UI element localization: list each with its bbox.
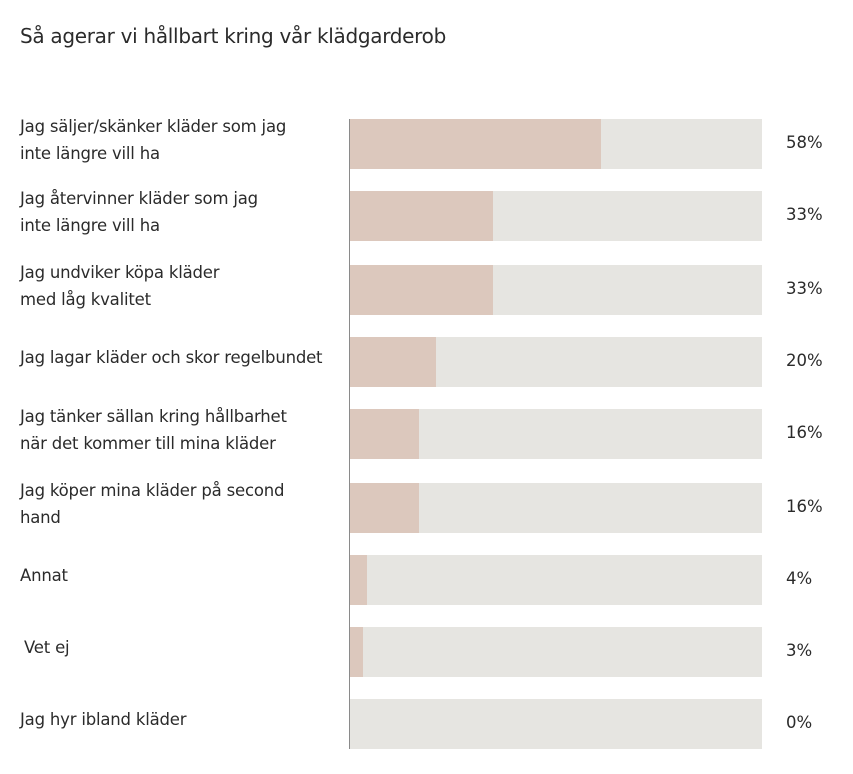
data-label: 16% bbox=[786, 423, 823, 442]
data-label: 20% bbox=[786, 351, 823, 370]
bar-row: Jag köper mina kläder på second hand 16% bbox=[0, 481, 853, 533]
bar-track bbox=[350, 265, 762, 315]
bar bbox=[350, 119, 601, 169]
bar-row: Annat 4% bbox=[0, 555, 853, 605]
bar-track bbox=[350, 483, 762, 533]
category-label: Jag köper mina kläder på second hand bbox=[20, 481, 285, 527]
bar-track bbox=[350, 119, 762, 169]
bar-track bbox=[350, 409, 762, 459]
data-label: 16% bbox=[786, 497, 823, 516]
bar-track bbox=[350, 555, 762, 605]
chart-title: Så agerar vi hållbart kring vår klädgard… bbox=[20, 24, 446, 48]
category-label: Jag undviker köpa kläder med låg kvalite… bbox=[20, 263, 220, 309]
bar-track bbox=[350, 699, 762, 749]
data-label: 0% bbox=[786, 713, 813, 732]
bar-row: Jag säljer/skänker kläder som jag inte l… bbox=[0, 117, 853, 169]
bar-row: Jag återvinner kläder som jag inte längr… bbox=[0, 189, 853, 241]
category-label: Jag återvinner kläder som jag inte längr… bbox=[20, 189, 258, 235]
bar bbox=[350, 627, 363, 677]
bar-row: Jag hyr ibland kläder 0% bbox=[0, 699, 853, 749]
bar bbox=[350, 191, 493, 241]
data-label: 33% bbox=[786, 205, 823, 224]
data-label: 4% bbox=[786, 569, 813, 588]
category-label: Jag hyr ibland kläder bbox=[20, 710, 187, 729]
bar-track bbox=[350, 337, 762, 387]
data-label: 33% bbox=[786, 279, 823, 298]
data-label: 58% bbox=[786, 133, 823, 152]
bar bbox=[350, 483, 420, 533]
category-label: Jag lagar kläder och skor regelbundet bbox=[20, 348, 323, 367]
bar-row: Vet ej 3% bbox=[0, 627, 853, 677]
bar bbox=[350, 555, 368, 605]
bar bbox=[350, 265, 493, 315]
category-label: Jag tänker sällan kring hållbarhet när d… bbox=[20, 407, 287, 453]
category-label: Jag säljer/skänker kläder som jag inte l… bbox=[20, 117, 287, 163]
bar-track bbox=[350, 191, 762, 241]
data-label: 3% bbox=[786, 641, 813, 660]
y-axis-line bbox=[349, 119, 350, 749]
bar bbox=[350, 337, 437, 387]
bar-row: Jag undviker köpa kläder med låg kvalite… bbox=[0, 263, 853, 315]
bar bbox=[350, 409, 420, 459]
category-label: Vet ej bbox=[24, 638, 70, 657]
bar-row: Jag lagar kläder och skor regelbundet 20… bbox=[0, 337, 853, 387]
category-label: Annat bbox=[20, 566, 68, 585]
bar-track bbox=[350, 627, 762, 677]
bar-row: Jag tänker sällan kring hållbarhet när d… bbox=[0, 407, 853, 459]
